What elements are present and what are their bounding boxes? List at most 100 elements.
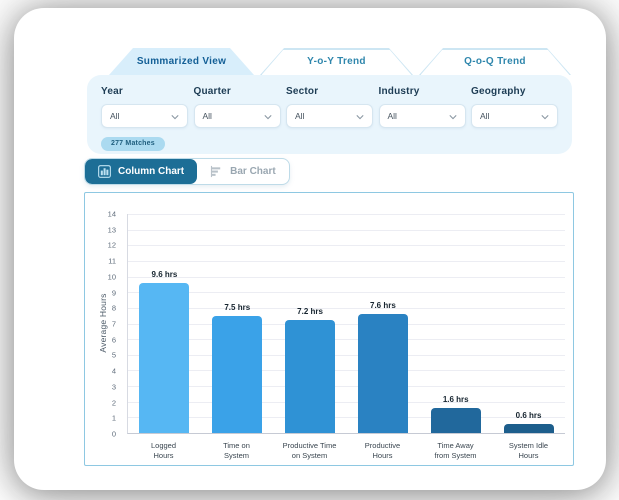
tab-summarized-view[interactable]: Summarized View	[109, 48, 254, 75]
x-category-label: System Idle Hours	[508, 441, 549, 460]
toggle-label: Column Chart	[118, 166, 185, 177]
y-tick-label: 4	[111, 366, 116, 376]
gridline	[128, 323, 565, 325]
bar-chart-icon	[211, 165, 221, 178]
gridline	[128, 339, 565, 341]
toggle-label: Bar Chart	[230, 166, 276, 177]
y-tick-label: 7	[111, 319, 116, 329]
matches-badge: 277 Matches	[101, 137, 165, 151]
column-chart-button[interactable]: Column Chart	[85, 159, 198, 184]
bar-slot: 7.6 hrs	[346, 214, 419, 433]
y-tick-label: 8	[111, 303, 116, 313]
filter-group-industry: Industry All	[378, 86, 466, 128]
bar-system-idle-hours[interactable]	[503, 423, 554, 433]
chart-panel: Average Hours 0 1 2 3 4 5 6 7 8 9 10 11 12 13 14 9.6 h…	[84, 192, 574, 466]
y-tick-label: 1	[111, 413, 116, 423]
sector-filter-label: Sector	[286, 86, 319, 97]
bar-time-on-system[interactable]	[212, 315, 263, 433]
gridline	[128, 417, 565, 419]
y-tick-label: 9	[111, 288, 116, 298]
dashboard-card: Summarized View Y-o-Y Trend Q-o-Q Trend …	[14, 8, 606, 490]
tab-yoy-trend[interactable]: Y-o-Y Trend	[260, 48, 413, 75]
y-tick-label: 0	[111, 429, 116, 439]
bar-chart-button[interactable]: Bar Chart	[197, 159, 289, 184]
bar-value-label: 9.6 hrs	[151, 269, 178, 279]
x-category-label: Productive Time on System	[282, 441, 337, 460]
quarter-filter-label: Quarter	[193, 86, 232, 97]
select-value: All	[387, 111, 397, 121]
y-tick-label: 6	[111, 335, 116, 345]
filter-row: Year All Quarter All Sector	[101, 86, 558, 128]
industry-filter-select[interactable]: All	[378, 104, 466, 128]
gridline	[128, 370, 565, 372]
bar-slot: 7.5 hrs	[201, 214, 274, 433]
column-chart-icon	[98, 165, 111, 178]
tab-qoq-trend[interactable]: Q-o-Q Trend	[419, 48, 571, 75]
bar-time-away-from-system[interactable]	[430, 407, 481, 433]
filter-panel: Year All Quarter All Sector	[87, 75, 572, 154]
bar-value-label: 7.2 hrs	[297, 307, 323, 317]
y-tick-label: 14	[107, 209, 116, 219]
y-tick-label: 2	[111, 398, 116, 408]
tab-shape	[109, 48, 254, 75]
filter-group-quarter: Quarter All	[193, 86, 281, 128]
select-value: All	[202, 111, 212, 121]
y-tick-label: 13	[107, 225, 116, 235]
gridline	[128, 214, 565, 215]
tab-label: Summarized View	[136, 56, 227, 67]
bar-value-label: 7.6 hrs	[370, 301, 396, 311]
x-category-label: Time on System	[223, 441, 250, 460]
bar-value-label: 1.6 hrs	[442, 394, 469, 404]
x-category-label: Logged Hours	[150, 441, 177, 460]
quarter-filter-select[interactable]: All	[193, 104, 281, 128]
bar-slot: 7.2 hrs	[274, 214, 347, 433]
filter-group-geography: Geography All	[471, 86, 558, 128]
chart-type-toggle: Column Chart Bar Chart	[84, 158, 290, 185]
bar-productive-time-on-system[interactable]	[285, 320, 336, 433]
year-filter-select[interactable]: All	[101, 104, 188, 128]
gridline	[128, 229, 565, 231]
select-value: All	[295, 111, 305, 121]
year-filter-label: Year	[101, 86, 123, 97]
tab-label: Y-o-Y Trend	[307, 56, 366, 67]
filter-group-year: Year All	[101, 86, 188, 128]
x-category-label: Productive Hours	[364, 441, 401, 460]
gridline	[128, 354, 565, 356]
gridline	[128, 292, 565, 294]
y-tick-label: 12	[107, 240, 116, 250]
tab-label: Q-o-Q Trend	[464, 56, 526, 67]
x-category-label: Time Away from System	[434, 441, 477, 460]
y-tick-label: 10	[107, 272, 116, 282]
y-tick-label: 5	[111, 350, 116, 360]
geography-filter-label: Geography	[471, 86, 526, 97]
bar-value-label: 0.6 hrs	[515, 410, 542, 420]
bar-productive-hours[interactable]	[357, 314, 408, 433]
view-tabs: Summarized View Y-o-Y Trend Q-o-Q Trend	[109, 48, 571, 75]
plot-area: 9.6 hrs 7.5 hrs 7.2 hrs 7.6 hrs 1.6 hrs 0.6 h…	[127, 214, 565, 434]
tab-shape	[260, 48, 413, 75]
chevron-down-icon	[263, 115, 272, 120]
chevron-down-icon	[171, 115, 179, 120]
gridline	[128, 260, 565, 262]
chevron-down-icon	[356, 115, 364, 120]
gridline	[128, 276, 565, 278]
bar-slot: 0.6 hrs	[492, 214, 565, 433]
y-axis-ticks: 0 1 2 3 4 5 6 7 8 9 10 11 12 13 14	[85, 210, 122, 439]
bar-logged-hours[interactable]	[139, 282, 190, 433]
tab-shape	[419, 48, 571, 75]
chevron-down-icon	[541, 115, 549, 120]
chevron-down-icon	[448, 115, 457, 120]
y-tick-label: 3	[111, 382, 116, 392]
gridline	[128, 307, 565, 309]
gridline	[128, 245, 565, 247]
geography-filter-select[interactable]: All	[471, 104, 558, 128]
bar-slot: 1.6 hrs	[419, 214, 492, 433]
bar-slot: 9.6 hrs	[128, 214, 201, 433]
bar-value-label: 7.5 hrs	[224, 302, 251, 312]
sector-filter-select[interactable]: All	[286, 104, 373, 128]
y-tick-label: 11	[108, 256, 116, 266]
x-axis-categories: Logged Hours Time on System Productive Tim…	[127, 441, 565, 461]
gridline	[128, 401, 565, 403]
select-value: All	[480, 111, 490, 121]
